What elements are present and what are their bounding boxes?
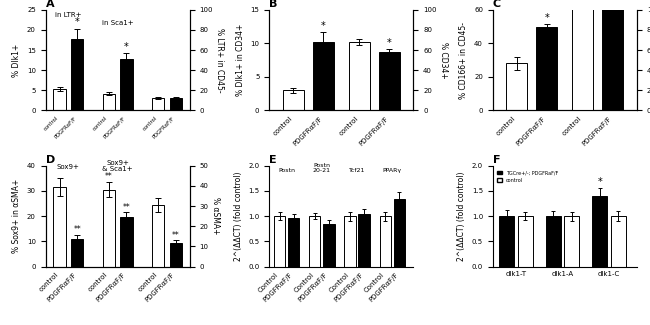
Bar — [152, 205, 164, 266]
Bar — [71, 39, 83, 110]
Bar — [71, 239, 83, 266]
Bar — [518, 216, 533, 266]
Bar — [603, 0, 623, 111]
Text: *: * — [387, 38, 392, 48]
Text: *: * — [545, 13, 549, 23]
Bar — [536, 27, 557, 111]
Bar — [120, 217, 133, 266]
Text: Postn: Postn — [278, 168, 295, 173]
Bar — [323, 224, 335, 266]
Y-axis label: % Dlk1+: % Dlk1+ — [12, 44, 21, 77]
Y-axis label: 2^(ΔΔCT) (fold control): 2^(ΔΔCT) (fold control) — [457, 171, 466, 261]
Text: B: B — [269, 0, 278, 9]
Text: *: * — [321, 20, 326, 31]
Bar — [349, 42, 370, 110]
Bar — [313, 42, 333, 110]
Bar — [309, 216, 320, 266]
Bar — [546, 216, 561, 266]
Bar — [103, 190, 115, 266]
Bar — [53, 89, 66, 111]
Bar — [359, 214, 370, 266]
Text: C: C — [493, 0, 501, 9]
Bar — [592, 196, 607, 266]
Y-axis label: 2^(ΔΔCT) (fold control): 2^(ΔΔCT) (fold control) — [233, 171, 242, 261]
Text: PPARγ: PPARγ — [383, 168, 402, 173]
Text: D: D — [46, 155, 55, 165]
Bar — [344, 216, 356, 266]
Bar — [274, 216, 285, 266]
Text: **: ** — [105, 173, 112, 181]
Y-axis label: % CD34+: % CD34+ — [439, 42, 448, 78]
Bar — [564, 216, 579, 266]
Y-axis label: % αSMA+: % αSMA+ — [211, 197, 220, 235]
Bar — [611, 216, 626, 266]
Y-axis label: % LTR+ in CD45-: % LTR+ in CD45- — [215, 28, 224, 92]
Bar — [170, 98, 182, 111]
Bar — [152, 98, 164, 110]
Bar — [394, 199, 405, 266]
Text: Postn
20-21: Postn 20-21 — [313, 163, 331, 173]
Text: in LTR+: in LTR+ — [55, 12, 82, 18]
Bar — [499, 216, 514, 266]
Bar — [379, 52, 400, 110]
Bar — [120, 59, 133, 110]
Bar — [573, 0, 593, 111]
Bar — [506, 63, 527, 110]
Y-axis label: % CD166+ in CD45-: % CD166+ in CD45- — [460, 21, 469, 98]
Text: **: ** — [123, 202, 130, 212]
Y-axis label: % Sox9+ in αSMA+: % Sox9+ in αSMA+ — [12, 179, 21, 253]
Text: *: * — [597, 177, 602, 187]
Text: F: F — [493, 155, 500, 165]
Bar — [283, 90, 304, 110]
Text: **: ** — [172, 231, 179, 240]
Text: Tcf21: Tcf21 — [349, 168, 365, 173]
Text: in Sca1+: in Sca1+ — [102, 20, 133, 26]
Bar — [103, 94, 115, 111]
Text: *: * — [75, 18, 79, 28]
Text: **: ** — [73, 225, 81, 234]
Y-axis label: % Dlk1+ in CD34+: % Dlk1+ in CD34+ — [236, 24, 245, 96]
Legend: TGCre+/-; PDGFRaF/F, control: TGCre+/-; PDGFRaF/F, control — [495, 168, 560, 185]
Bar — [53, 187, 66, 266]
Text: Sox9+
& Sca1+: Sox9+ & Sca1+ — [102, 160, 133, 172]
Bar — [170, 243, 182, 266]
Text: A: A — [46, 0, 54, 9]
Bar — [288, 218, 300, 266]
Text: E: E — [269, 155, 277, 165]
Bar — [380, 216, 391, 266]
Text: Sox9+: Sox9+ — [57, 163, 80, 170]
Text: *: * — [124, 42, 129, 52]
